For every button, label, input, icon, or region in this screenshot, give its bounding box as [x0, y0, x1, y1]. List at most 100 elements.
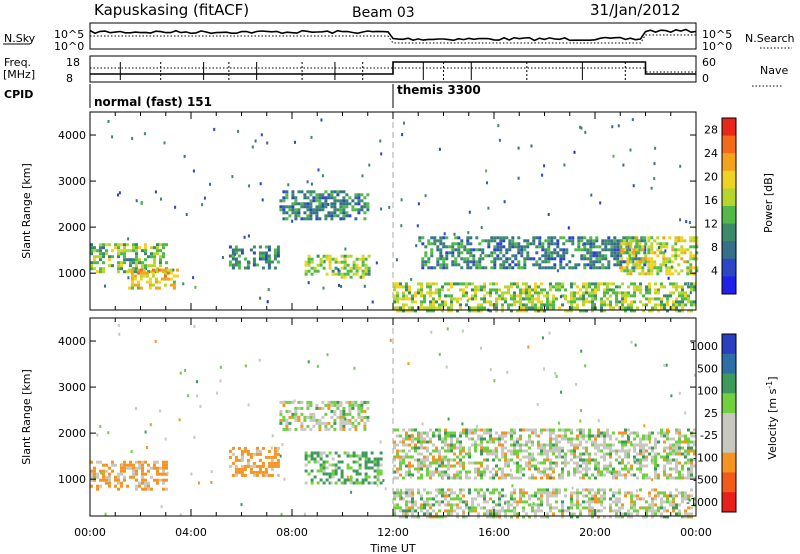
echo-cell — [267, 263, 271, 267]
echo-cell — [402, 458, 405, 462]
echo-cell — [396, 470, 399, 474]
echo-cell — [680, 251, 684, 255]
echo-cell — [693, 282, 696, 286]
echo-cell — [252, 461, 256, 465]
echo-cell — [588, 503, 591, 507]
echo-cell — [318, 427, 322, 431]
echo-cell — [543, 470, 546, 474]
echo-cell — [441, 254, 444, 258]
echo-cell — [367, 269, 371, 273]
freq-tick-low: 8 — [66, 72, 73, 85]
echo-cell — [258, 358, 261, 362]
echo-cell — [291, 400, 295, 404]
echo-cell — [588, 285, 591, 289]
echo-cell — [447, 288, 450, 292]
echo-cell — [499, 248, 503, 252]
echo-cell — [516, 455, 519, 459]
echo-cell — [102, 478, 105, 482]
echo-cell — [465, 303, 468, 307]
echo-cell — [447, 509, 450, 513]
echo-cell — [456, 309, 459, 313]
echo-cell — [468, 461, 471, 465]
echo-cell — [660, 428, 663, 432]
echo-cell — [549, 431, 552, 435]
echo-cell — [471, 428, 474, 432]
echo-cell — [247, 234, 250, 238]
echo-cell — [588, 294, 591, 298]
echo-cell — [642, 446, 645, 450]
echo-cell — [135, 255, 138, 259]
echo-cell — [519, 470, 522, 474]
echo-cell — [123, 478, 126, 482]
echo-cell — [594, 500, 597, 504]
echo-cell — [136, 286, 140, 290]
echo-cell — [570, 500, 573, 504]
echo-cell — [543, 367, 545, 371]
echo-cell — [510, 297, 513, 301]
echo-cell — [450, 437, 453, 441]
echo-cell — [610, 251, 614, 255]
echo-cell — [457, 251, 461, 255]
echo-cell — [468, 210, 471, 214]
echo-cell — [550, 242, 554, 246]
echo-cell — [561, 455, 564, 459]
echo-cell — [477, 494, 480, 498]
echo-cell — [678, 443, 681, 447]
echo-cell — [689, 236, 693, 240]
echo-cell — [571, 236, 575, 240]
echo-cell — [243, 446, 247, 450]
echo-cell — [465, 285, 468, 289]
echo-cell — [606, 297, 609, 301]
echo-cell — [150, 255, 153, 259]
echo-cell — [315, 205, 319, 209]
echo-cell — [639, 282, 642, 286]
echo-cell — [534, 503, 537, 507]
echo-cell — [309, 208, 313, 212]
echo-cell — [687, 473, 690, 477]
echo-cell — [471, 443, 474, 447]
echo-cell — [531, 306, 534, 310]
echo-cell — [534, 494, 537, 498]
echo-cell — [654, 458, 657, 462]
echo-cell — [361, 451, 365, 455]
echo-cell — [414, 294, 417, 298]
echo-cell — [349, 478, 353, 482]
echo-cell — [393, 470, 396, 474]
echo-cell — [276, 464, 280, 468]
echo-cell — [504, 476, 507, 480]
echo-cell — [573, 282, 576, 286]
echo-cell — [474, 488, 477, 492]
echo-cell — [660, 297, 663, 301]
echo-cell — [303, 211, 307, 215]
echo-cell — [663, 303, 666, 307]
echo-cell — [105, 243, 108, 247]
echo-cell — [159, 258, 162, 262]
echo-cell — [429, 515, 432, 519]
echo-cell — [501, 452, 504, 456]
echo-cell — [519, 497, 522, 501]
echo-cell — [126, 249, 129, 253]
echo-cell — [480, 303, 483, 307]
echo-cell — [465, 515, 468, 519]
echo-cell — [550, 239, 554, 243]
power-colorbar — [721, 117, 737, 295]
echo-cell — [240, 248, 244, 252]
echo-cell — [379, 472, 383, 476]
echo-cell — [498, 443, 501, 447]
echo-cell — [408, 291, 411, 295]
echo-cell — [550, 254, 554, 258]
echo-cell — [209, 182, 211, 186]
echo-cell — [264, 473, 268, 477]
colorbar-swatch — [722, 472, 736, 493]
echo-cell — [315, 211, 319, 215]
echo-cell — [111, 469, 114, 473]
echo-cell — [597, 446, 600, 450]
echo-cell — [172, 274, 176, 278]
echo-cell — [621, 306, 624, 310]
echo-cell — [471, 294, 474, 298]
echo-cell — [462, 449, 465, 453]
echo-cell — [285, 205, 289, 209]
echo-cell — [570, 300, 573, 304]
echo-cell — [258, 452, 262, 456]
echo-cell — [492, 488, 495, 492]
